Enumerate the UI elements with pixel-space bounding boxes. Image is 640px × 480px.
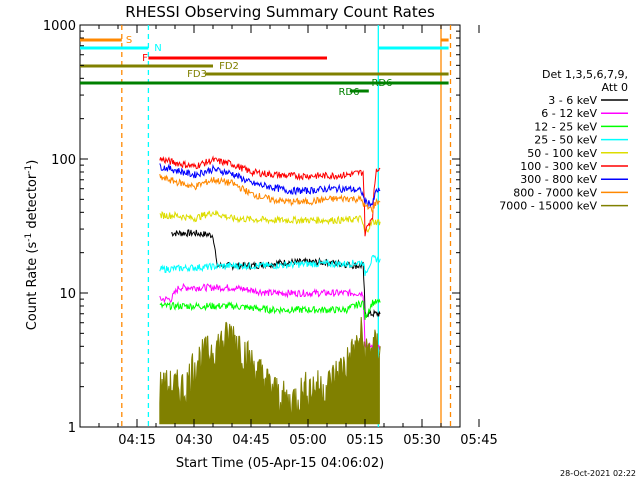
y-axis-label-group: Count Rate (s-1 detector-1) — [24, 160, 40, 331]
y-tick-label: 10 — [59, 287, 76, 302]
legend-label: 6 - 12 keV — [541, 107, 597, 120]
y-tick-label: 1 — [68, 421, 76, 436]
series-line-3 — [159, 254, 381, 276]
legend-label: 7000 - 15000 keV — [499, 200, 597, 213]
x-tick-label: 04:45 — [232, 433, 269, 448]
series-line-6 — [159, 163, 381, 209]
series-line-4 — [159, 210, 381, 234]
legend-label: 50 - 100 keV — [527, 147, 597, 160]
flag-label: F — [142, 53, 148, 64]
legend-label: 3 - 6 keV — [548, 94, 597, 107]
x-axis-label: Start Time (05-Apr-15 04:06:02) — [176, 456, 384, 471]
series-line-2 — [159, 298, 381, 320]
y-axis-label: Count Rate (s-1 detector-1) — [24, 160, 40, 331]
vertical-markers — [121, 25, 452, 427]
chart-title: RHESSI Observing Summary Count Rates — [125, 3, 435, 21]
flag-label: N — [154, 43, 161, 54]
series-line-5 — [159, 155, 381, 237]
axes: 04:15 04:30 04:45 05:00 05:15 05:30 05:45 1 10 10… — [43, 19, 498, 448]
flag-label: FD2 — [219, 61, 239, 72]
x-tick-label: 04:30 — [175, 433, 212, 448]
y-tick-label: 1000 — [43, 19, 76, 34]
series-line-7 — [159, 173, 381, 215]
series-line-8 — [159, 316, 381, 425]
flag-label: RD6 — [371, 78, 392, 89]
x-tick-label: 05:30 — [403, 433, 440, 448]
flag-label: FD3 — [187, 69, 207, 80]
legend-header-line1: Det 1,3,5,6,7,9, — [542, 68, 628, 81]
timestamp: 28-Oct-2021 02:22 — [560, 469, 636, 478]
x-tick-label: 05:45 — [460, 433, 497, 448]
flag-label: RD6 — [338, 87, 359, 98]
x-tick-label: 04:15 — [118, 433, 155, 448]
legend-header-line2: Att 0 — [602, 81, 628, 94]
x-tick-label: 05:15 — [346, 433, 383, 448]
legend-label: 300 - 800 keV — [520, 173, 597, 186]
flag-label: S — [126, 35, 132, 46]
series-line-1 — [159, 282, 381, 351]
legend-label: 12 - 25 keV — [534, 120, 597, 133]
legend-label: 25 - 50 keV — [534, 134, 597, 147]
series-layer — [159, 155, 381, 425]
legend-label: 100 - 300 keV — [520, 160, 597, 173]
legend-label: 800 - 7000 keV — [513, 186, 597, 199]
flag-bars: S NF FD2 FD3 RD6 RD6 — [80, 35, 449, 98]
x-tick-label: 05:00 — [289, 433, 326, 448]
y-tick-label: 100 — [51, 153, 76, 168]
